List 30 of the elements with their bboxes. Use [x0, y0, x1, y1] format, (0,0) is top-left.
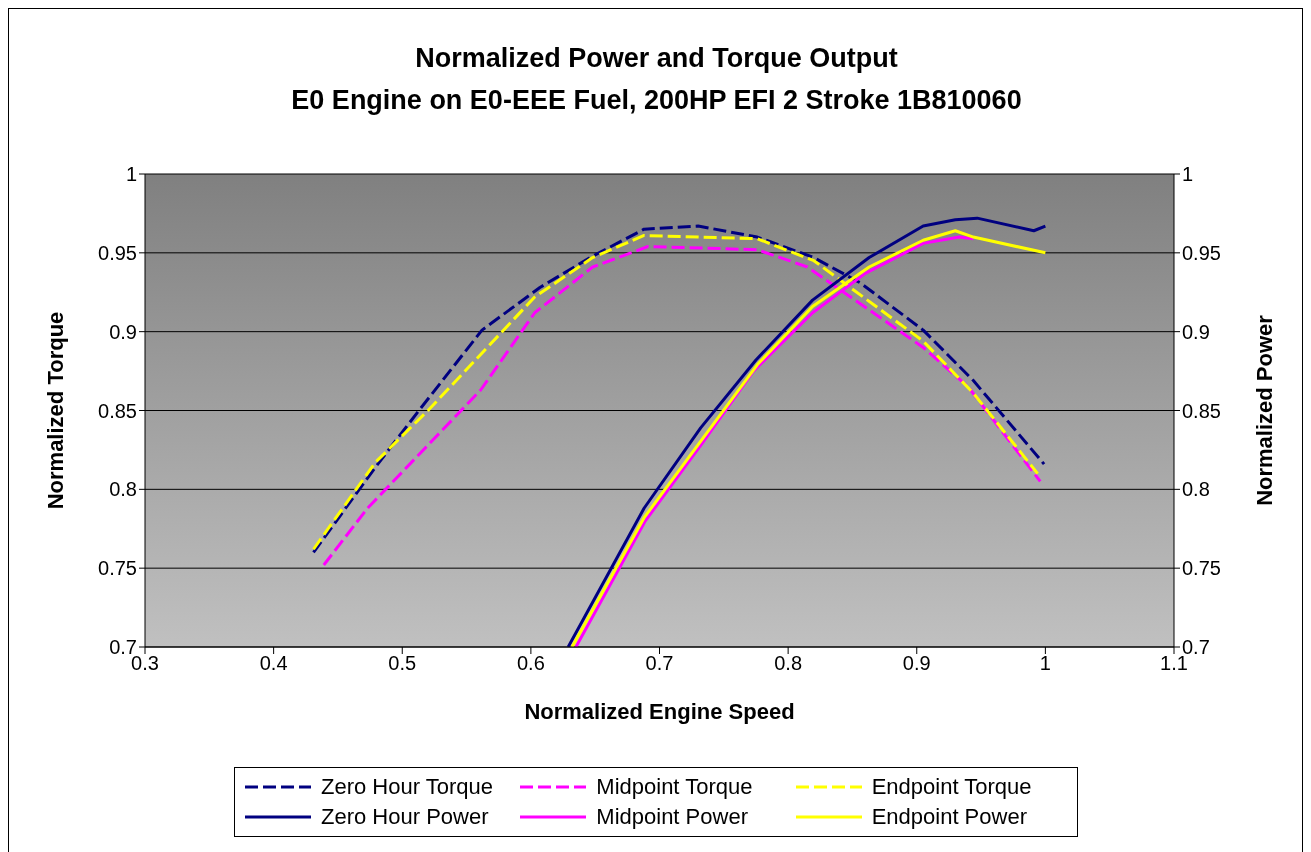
x-tick-label: 1	[1039, 652, 1051, 675]
legend-label: Zero Hour Torque	[321, 774, 494, 800]
legend-label: Endpoint Power	[871, 804, 1027, 830]
legend-label: Endpoint Torque	[871, 774, 1032, 800]
y2-tick-label: 0.8	[1182, 478, 1210, 501]
x-axis-title: Normalized Engine Speed	[524, 699, 795, 724]
chart-subtitle: E0 Engine on E0-EEE Fuel, 200HP EFI 2 Stroke 1B810060	[290, 84, 1023, 117]
chart-title: Normalized Power and Torque Output	[414, 42, 899, 75]
y-tick-label: 0.75	[98, 557, 137, 580]
y-tick-label: 0.95	[98, 241, 137, 264]
x-tick-label: 0.7	[645, 652, 674, 675]
y2-tick-label: 0.9	[1182, 320, 1210, 343]
y2-tick-label: 1	[1182, 163, 1194, 186]
y-tick-label: 0.85	[98, 399, 137, 422]
y2-tick-label: 0.85	[1182, 399, 1221, 422]
y-tick-label: 0.9	[109, 320, 137, 343]
y-tick-label: 1	[125, 163, 137, 186]
x-tick-label: 0.8	[774, 652, 803, 675]
x-tick-label: 0.6	[516, 652, 545, 675]
y2-axis-title: Normalized Power	[1251, 314, 1277, 506]
y2-tick-label: 0.95	[1182, 241, 1221, 264]
legend-label: Midpoint Torque	[596, 774, 753, 800]
y-tick-label: 0.8	[109, 478, 137, 501]
legend-label: Midpoint Power	[596, 804, 748, 830]
x-tick-label: 0.5	[388, 652, 417, 675]
legend-label: Zero Hour Power	[321, 804, 489, 830]
x-tick-label: 0.9	[902, 652, 931, 675]
x-tick-label: 0.4	[259, 652, 288, 675]
y-axis-title: Normalized Torque	[42, 311, 68, 510]
y2-tick-label: 0.75	[1182, 557, 1221, 580]
